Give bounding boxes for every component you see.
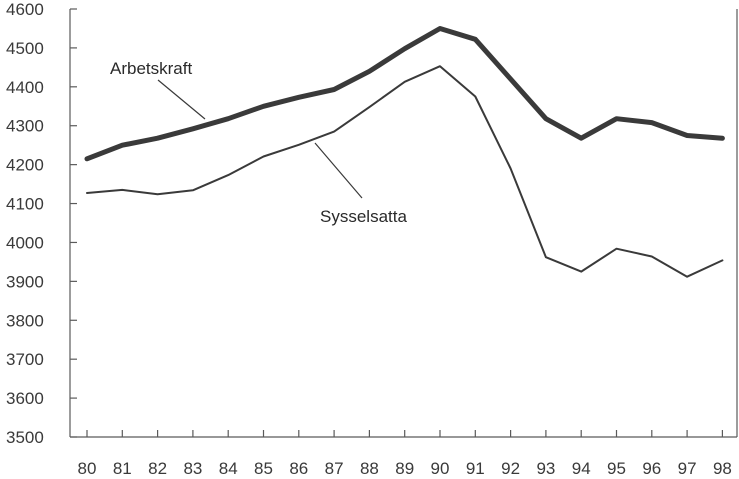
arbetskraft-label: Arbetskraft — [110, 59, 192, 78]
y-axis: 3500 3600 3700 3800 3900 4000 4100 4200 4300 4400… — [6, 0, 77, 447]
x-tick-label-85: 85 — [254, 459, 273, 478]
x-tick-label-82: 82 — [148, 459, 167, 478]
arbetskraft-series-line — [84, 26, 725, 162]
y-tick-label-4000: 4000 — [6, 233, 44, 252]
series-lines — [84, 26, 725, 278]
y-tick-label-3600: 3600 — [6, 389, 44, 408]
sysselsatta-leader-line — [314, 142, 363, 199]
y-tick-label-4500: 4500 — [6, 39, 44, 58]
x-tick-label-90: 90 — [431, 459, 450, 478]
x-tick-label-97: 97 — [678, 459, 697, 478]
x-tick-label-81: 81 — [113, 459, 132, 478]
y-tick-label-4200: 4200 — [6, 156, 44, 175]
x-axis: 80 81 82 83 84 85 86 87 88 89 90 91 92 93 94 95 96 97 98 — [78, 430, 732, 478]
y-tick-label-3500: 3500 — [6, 428, 44, 447]
y-tick-label-4300: 4300 — [6, 117, 44, 136]
y-tick-label-3900: 3900 — [6, 272, 44, 291]
sysselsatta-label: Sysselsatta — [320, 207, 407, 226]
x-tick-label-89: 89 — [395, 459, 414, 478]
x-tick-label-92: 92 — [501, 459, 520, 478]
x-tick-label-88: 88 — [360, 459, 379, 478]
x-tick-label-93: 93 — [536, 459, 555, 478]
series-callouts: Arbetskraft Sysselsatta — [110, 59, 407, 226]
y-tick-label-4400: 4400 — [6, 78, 44, 97]
y-tick-label-3800: 3800 — [6, 311, 44, 330]
x-tick-label-83: 83 — [183, 459, 202, 478]
x-tick-label-98: 98 — [713, 459, 732, 478]
x-tick-label-87: 87 — [325, 459, 344, 478]
y-tick-label-4600: 4600 — [6, 0, 44, 19]
sysselsatta-series-line — [86, 65, 724, 278]
x-tick-label-86: 86 — [289, 459, 308, 478]
plot-frame — [69, 9, 738, 438]
x-tick-label-96: 96 — [642, 459, 661, 478]
x-tick-label-91: 91 — [466, 459, 485, 478]
arbetskraft-leader-line — [157, 79, 206, 120]
x-tick-label-84: 84 — [219, 459, 238, 478]
y-tick-label-3700: 3700 — [6, 350, 44, 369]
x-tick-label-95: 95 — [607, 459, 626, 478]
y-tick-label-4100: 4100 — [6, 195, 44, 214]
x-tick-label-94: 94 — [572, 459, 591, 478]
x-tick-label-80: 80 — [78, 459, 97, 478]
